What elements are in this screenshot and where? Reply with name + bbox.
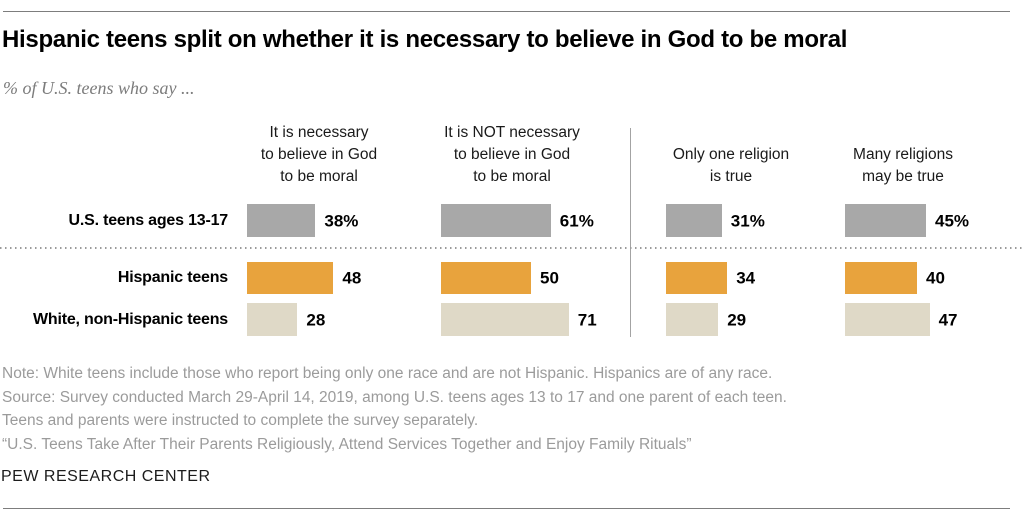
value-label: 31% (730, 211, 765, 230)
source-line-2: Teens and parents were instructed to com… (2, 412, 479, 429)
chart-title: Hispanic teens split on whether it is ne… (2, 26, 848, 53)
note-line: Note: White teens include those who repo… (2, 365, 773, 382)
bar-white-not-necessary (441, 303, 569, 336)
value-label: 29 (727, 310, 747, 329)
bar-white-necessary (247, 303, 298, 336)
value-label: 61% (559, 211, 594, 230)
bar-us-teens-many-religions (845, 204, 926, 237)
source-line: Source: Survey conducted March 29-April … (2, 388, 787, 406)
value-label: 48 (342, 268, 362, 288)
row-label-us-teens: U.S. teens ages 13-17 (68, 212, 229, 229)
bar-hispanic-one-religion (666, 262, 728, 294)
bar-white-one-religion (666, 303, 719, 336)
column-header-not-necessary: It is NOT necessary to believe in God to… (444, 124, 580, 185)
row-label-hispanic-teens: Hispanic teens (117, 269, 228, 286)
bar-us-teens-not-necessary (441, 204, 551, 237)
report-title-line: “U.S. Teens Take After Their Parents Rel… (2, 435, 692, 453)
bar-hispanic-not-necessary (441, 262, 531, 294)
value-label: 34 (736, 268, 756, 288)
column-header-many-religions: Many religions may be true (853, 146, 953, 185)
column-header-one-religion: Only one religion is true (672, 146, 790, 185)
bar-white-many-religions (845, 303, 930, 336)
bar-hispanic-necessary (247, 262, 334, 294)
row-label-white-teens: White, non-Hispanic teens (32, 311, 228, 328)
chart-subtitle: % of U.S. teens who say ... (3, 78, 195, 98)
bar-us-teens-necessary (247, 204, 316, 237)
value-label: 50 (540, 268, 559, 288)
pew-research-center-wordmark: PEW RESEARCH CENTER (1, 468, 211, 485)
value-label: 38% (324, 211, 359, 230)
value-label: 47 (938, 310, 958, 329)
value-label: 45% (935, 211, 970, 230)
column-header-necessary: It is necessary to believe in God to be … (260, 124, 378, 185)
value-label: 40 (926, 268, 945, 288)
bar-us-teens-one-religion (666, 204, 722, 237)
section-divider-line (630, 128, 631, 337)
notes-block: Note: White teens include those who repo… (2, 362, 1007, 456)
value-label: 28 (306, 310, 326, 329)
dotted-separator-line (0, 247, 1024, 249)
bottom-rule (3, 508, 1010, 509)
value-label: 71 (577, 310, 597, 329)
top-rule (3, 11, 1010, 12)
bar-hispanic-many-religions (845, 262, 917, 294)
